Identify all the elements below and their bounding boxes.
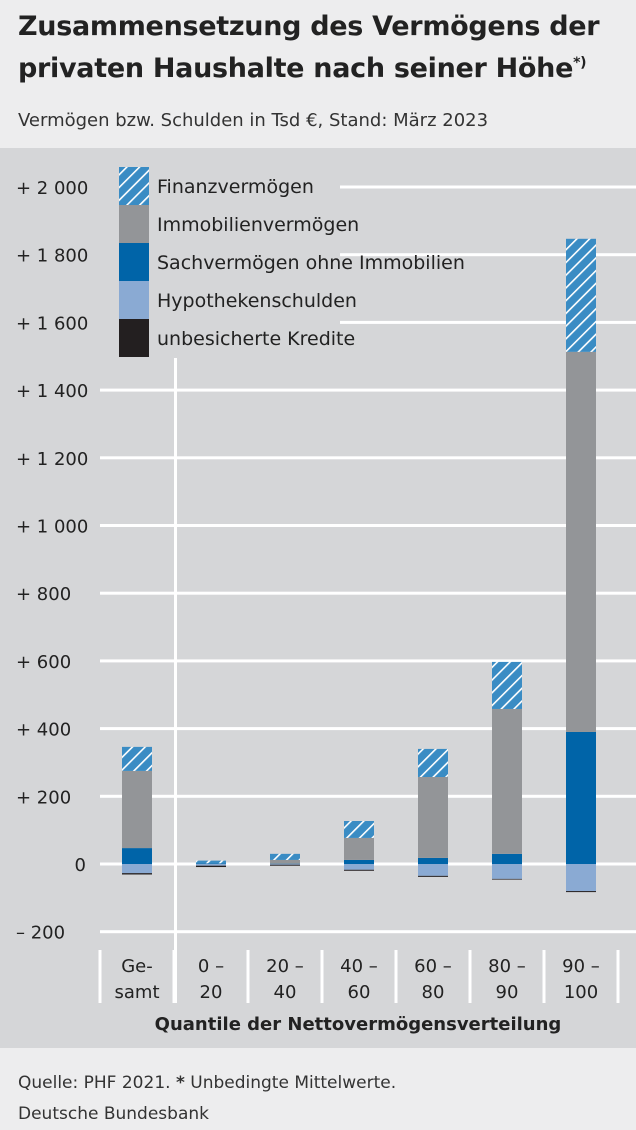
category-divider [469,950,472,1003]
x-tick-label: 60 – [414,956,452,977]
category-divider [617,950,620,1003]
group-separator [174,358,177,1003]
bar-segment [492,662,522,709]
gridline [100,456,636,459]
category-divider [321,950,324,1003]
bar-segment [418,864,448,876]
y-tick-label: + 1 000 [16,517,88,538]
x-tick-label: 80 – [488,956,526,977]
x-tick-label: 40 – [340,956,378,977]
bar-segment [566,352,596,732]
x-tick-label: 20 [200,982,223,1003]
category-divider [247,950,250,1003]
bar-segment [196,864,226,866]
x-tick-label: 0 – [198,956,224,977]
y-tick-label: 0 [75,855,86,876]
bar-segment [270,865,300,866]
gridline [100,592,636,595]
bar-segment [270,864,300,865]
legend-label: Immobilienvermögen [157,214,359,236]
bar-segment [196,866,226,867]
bar-segment [492,879,522,880]
category-divider [173,950,176,1003]
legend-swatch [119,281,149,319]
legend-swatch [119,319,149,357]
x-tick-label: 40 [274,982,297,1003]
bar-segment [566,864,596,891]
y-tick-label: + 600 [16,652,71,673]
category-divider [99,950,102,1003]
x-tick-label: Ge- [121,956,153,977]
bar-segment [122,848,152,864]
bar-segment [418,876,448,877]
bar-segment [122,873,152,874]
x-tick-label: 90 [496,982,519,1003]
y-tick-label: + 1 200 [16,449,88,470]
bar-segment [492,709,522,854]
bar-segment [492,854,522,864]
bar-segment [122,747,152,771]
source-text: Quelle: PHF 2021. [18,1073,171,1093]
bar-segment [270,854,300,860]
y-tick-label: + 400 [16,720,71,741]
x-tick-label: 20 – [266,956,304,977]
source-note: Quelle: PHF 2021. * Unbedingte Mittelwer… [18,1068,396,1130]
x-tick-label: 90 – [562,956,600,977]
publisher: Deutsche Bundesbank [18,1099,396,1130]
bar-segment [492,864,522,879]
bar-segment [344,864,374,870]
legend-swatch [119,167,149,205]
bar-segment [344,870,374,871]
category-divider [543,950,546,1003]
bar-segment [122,771,152,848]
legend-swatch [119,243,149,281]
bar-segment [566,732,596,864]
footnote-text: Unbedingte Mittelwerte. [185,1073,396,1093]
y-tick-label: + 200 [16,787,71,808]
x-tick-label: 80 [422,982,445,1003]
gridline [100,389,636,392]
bar-segment [344,860,374,864]
bar-segment [418,858,448,864]
gridline [100,727,636,730]
gridline [100,795,636,798]
gridline [100,659,636,662]
legend-label: unbesicherte Kredite [157,328,355,350]
bar-segment [344,821,374,838]
category-divider [395,950,398,1003]
gridline [100,930,636,933]
y-tick-label: + 1 800 [16,246,88,267]
legend-label: Sachvermögen ohne Immobilien [157,252,465,274]
bar-segment [270,860,300,864]
y-tick-label: – 200 [16,923,65,944]
gridline [100,524,636,527]
legend-label: Finanzvermögen [157,176,314,198]
legend-swatch [119,205,149,243]
bar-segment [418,749,448,777]
bar-segment [196,863,226,864]
y-tick-label: + 800 [16,584,71,605]
bar-segment [418,777,448,858]
x-tick-label: 60 [348,982,371,1003]
legend-label: Hypothekenschulden [157,290,357,312]
bar-segment [344,838,374,860]
y-tick-label: + 2 000 [16,178,88,199]
y-tick-label: + 1 600 [16,313,88,334]
footnote-star: * [176,1073,185,1093]
bar-segment [196,861,226,864]
bar-segment [566,891,596,892]
x-axis-label: Quantile der Nettovermögensverteilung [155,1014,562,1035]
y-tick-label: + 1 400 [16,381,88,402]
x-tick-label: 100 [564,982,598,1003]
x-tick-label: samt [115,982,160,1003]
bar-segment [122,864,152,873]
bar-segment [566,239,596,352]
